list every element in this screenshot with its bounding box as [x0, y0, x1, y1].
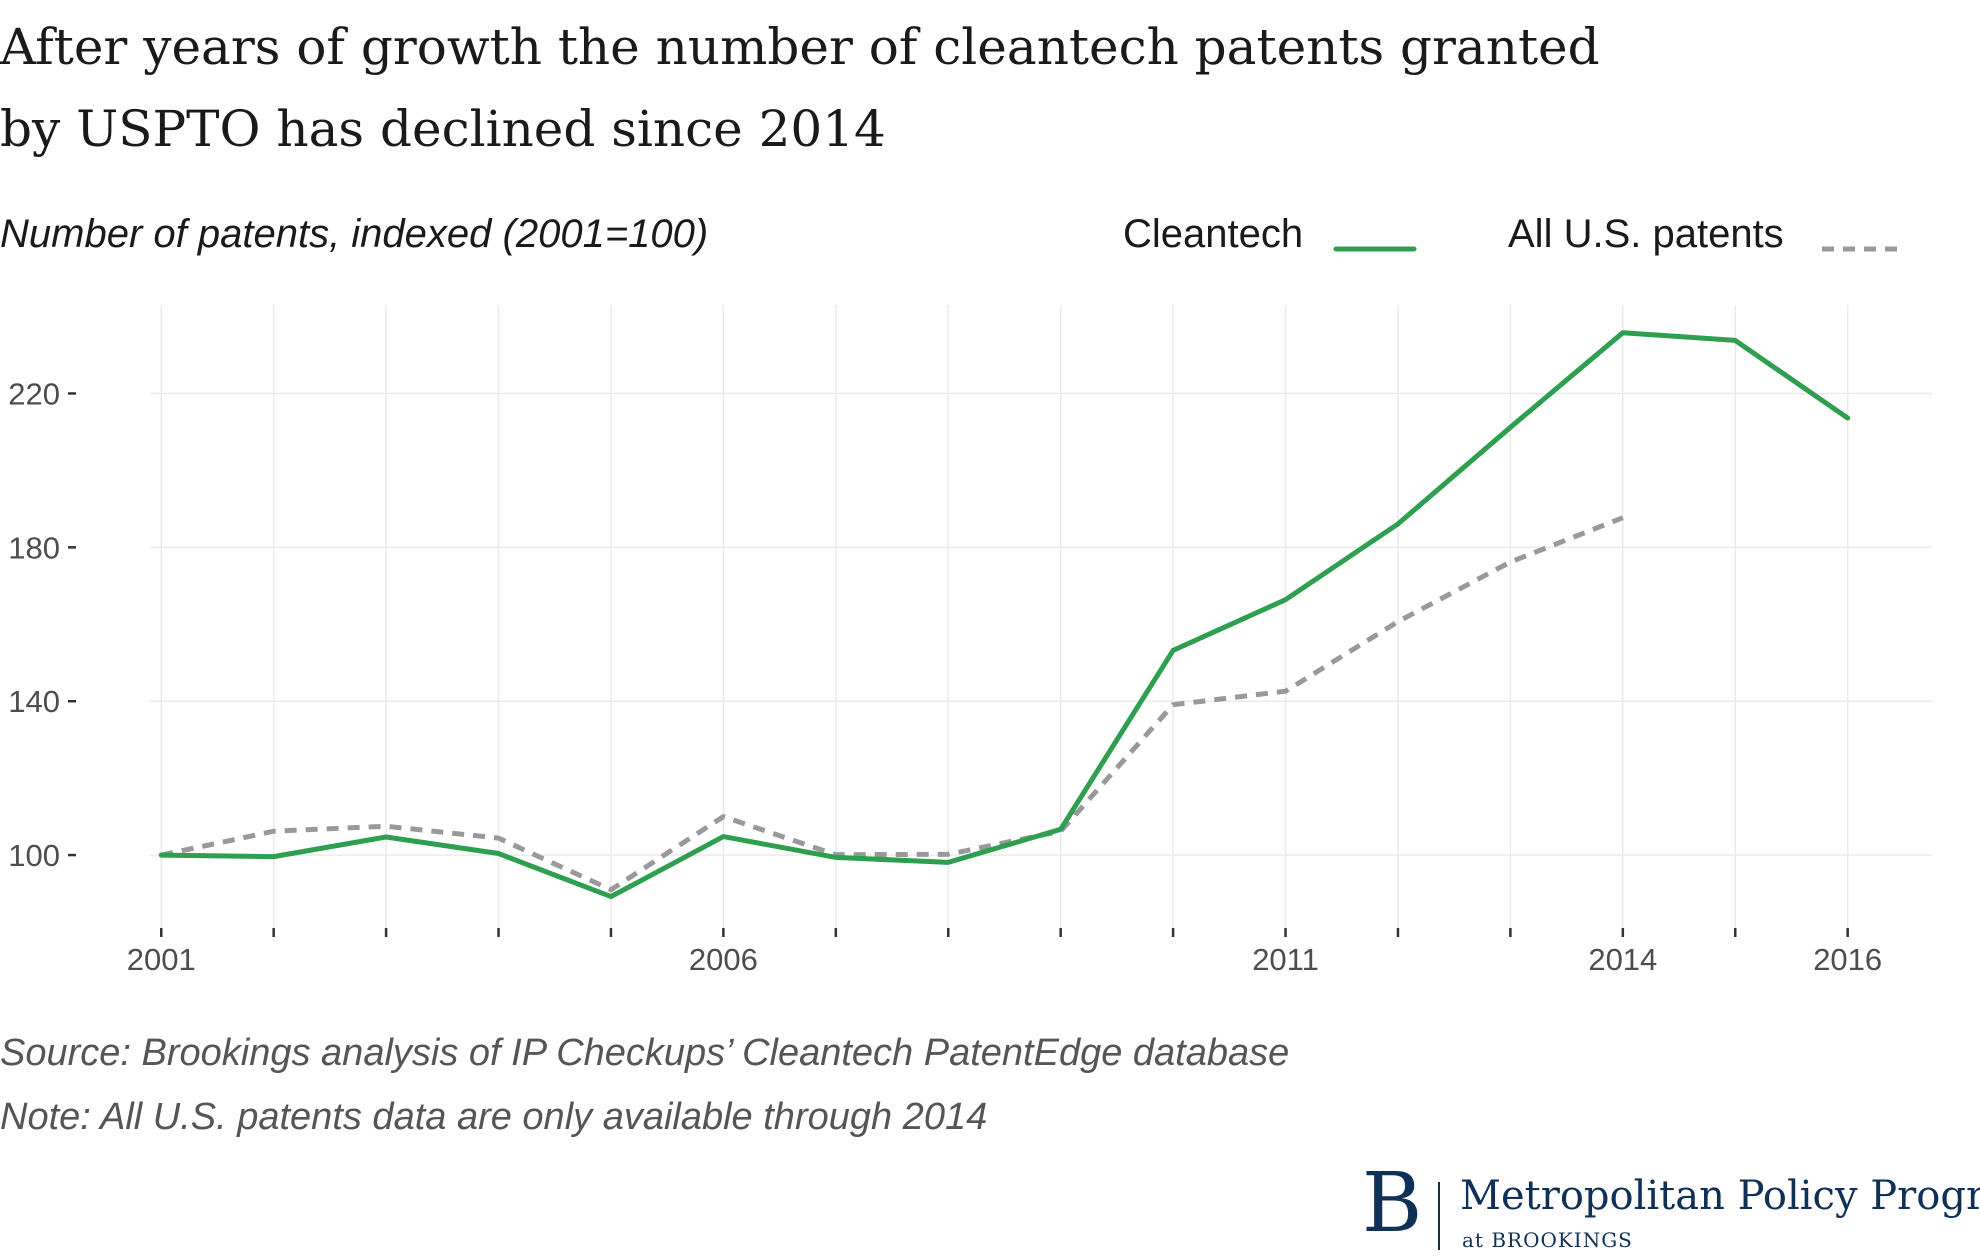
- chart-title: After years of growth the number of clea…: [0, 6, 1600, 170]
- x-tick-label-2006: 2006: [689, 942, 758, 977]
- data-note: Note: All U.S. patents data are only ava…: [0, 1096, 988, 1138]
- y-tick-label-100: 100: [8, 838, 60, 873]
- logo-divider: [1438, 1182, 1440, 1250]
- y-tick-label-180: 180: [8, 530, 60, 565]
- series-line-cleantech: [158, 330, 1851, 900]
- chart-title-line-1: After years of growth the number of clea…: [0, 18, 1600, 76]
- brookings-logo: B: [1362, 1156, 1423, 1251]
- x-tick-label-2011: 2011: [1252, 942, 1319, 977]
- y-tick-label-140: 140: [8, 684, 60, 719]
- series-lines: [158, 330, 1851, 900]
- organization-name: at BROOKINGS: [1462, 1228, 1633, 1252]
- y-tick-label-220: 220: [8, 376, 60, 411]
- legend-label-cleantech: Cleantech: [1123, 212, 1304, 256]
- source-note: Source: Brookings analysis of IP Checkup…: [0, 1032, 1290, 1074]
- x-tick-label-2001: 2001: [127, 942, 196, 977]
- x-tick-label-2014: 2014: [1588, 942, 1657, 977]
- series-line-all-us-patents: [160, 515, 1624, 893]
- axis-ticks: 100 140 180 220 2001 2006 2011 2014 2016: [8, 376, 1882, 977]
- x-tick-label-2016: 2016: [1813, 942, 1882, 977]
- legend-label-all-us-patents: All U.S. patents: [1508, 212, 1784, 256]
- program-name: Metropolitan Policy Program: [1460, 1173, 1980, 1219]
- grid-lines: [150, 305, 1932, 932]
- chart-title-line-2: by USPTO has declined since 2014: [0, 100, 886, 158]
- y-axis-label: Number of patents, indexed (2001=100): [0, 212, 709, 256]
